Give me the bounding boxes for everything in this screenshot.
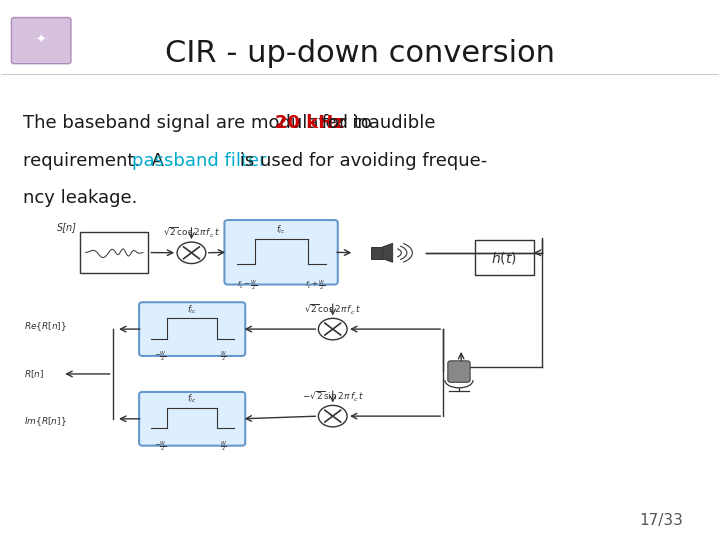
- Text: $f_{lc}$: $f_{lc}$: [187, 303, 197, 315]
- FancyBboxPatch shape: [225, 220, 338, 285]
- Text: $h(t)$: $h(t)$: [491, 250, 517, 266]
- Text: for inaudible: for inaudible: [316, 114, 436, 132]
- Text: $\sqrt{2}\cos 2\pi\, f_c\, t$: $\sqrt{2}\cos 2\pi\, f_c\, t$: [305, 303, 361, 317]
- Circle shape: [318, 406, 347, 427]
- FancyBboxPatch shape: [12, 17, 71, 64]
- Text: $\frac{W}{2}$: $\frac{W}{2}$: [220, 350, 228, 364]
- Text: $\frac{W}{2}$: $\frac{W}{2}$: [220, 440, 228, 454]
- Text: ✦: ✦: [35, 34, 46, 47]
- Text: The baseband signal are modulated to: The baseband signal are modulated to: [23, 114, 377, 132]
- Text: $-\sqrt{2}\sin 2\pi\, f_c\, t$: $-\sqrt{2}\sin 2\pi\, f_c\, t$: [302, 390, 364, 404]
- Circle shape: [177, 242, 206, 264]
- Text: $f_{lc}$: $f_{lc}$: [187, 393, 197, 406]
- FancyBboxPatch shape: [139, 392, 246, 445]
- Text: S[n]: S[n]: [57, 222, 77, 232]
- Text: $R[n]$: $R[n]$: [24, 368, 45, 380]
- FancyBboxPatch shape: [448, 361, 470, 382]
- Text: $f_c+\frac{W}{2}$: $f_c+\frac{W}{2}$: [305, 279, 325, 293]
- Text: $-\frac{W}{2}$: $-\frac{W}{2}$: [154, 350, 167, 364]
- Text: $\sqrt{2}\cos 2\pi\, f_c\, t$: $\sqrt{2}\cos 2\pi\, f_c\, t$: [163, 226, 220, 240]
- Text: requirement.  A: requirement. A: [23, 152, 170, 170]
- FancyBboxPatch shape: [81, 232, 148, 273]
- Text: $-\frac{W}{2}$: $-\frac{W}{2}$: [154, 440, 167, 454]
- Circle shape: [318, 319, 347, 340]
- Text: is used for avoiding freque-: is used for avoiding freque-: [234, 152, 487, 170]
- Text: 17/33: 17/33: [639, 513, 683, 528]
- FancyBboxPatch shape: [371, 247, 383, 259]
- Text: $Re\{R[n]\}$: $Re\{R[n]\}$: [24, 320, 68, 333]
- FancyBboxPatch shape: [139, 302, 246, 356]
- Text: $f_c-\frac{W}{2}$: $f_c-\frac{W}{2}$: [237, 279, 258, 293]
- Text: passband filter: passband filter: [132, 152, 266, 170]
- Text: 20 kHz: 20 kHz: [275, 114, 343, 132]
- Polygon shape: [383, 244, 392, 262]
- Text: $f_{lc}$: $f_{lc}$: [276, 223, 286, 236]
- Text: CIR - up-down conversion: CIR - up-down conversion: [165, 39, 555, 68]
- FancyBboxPatch shape: [474, 240, 534, 275]
- Text: $Im\{R[n]\}$: $Im\{R[n]\}$: [24, 415, 67, 428]
- Text: ncy leakage.: ncy leakage.: [23, 190, 138, 207]
